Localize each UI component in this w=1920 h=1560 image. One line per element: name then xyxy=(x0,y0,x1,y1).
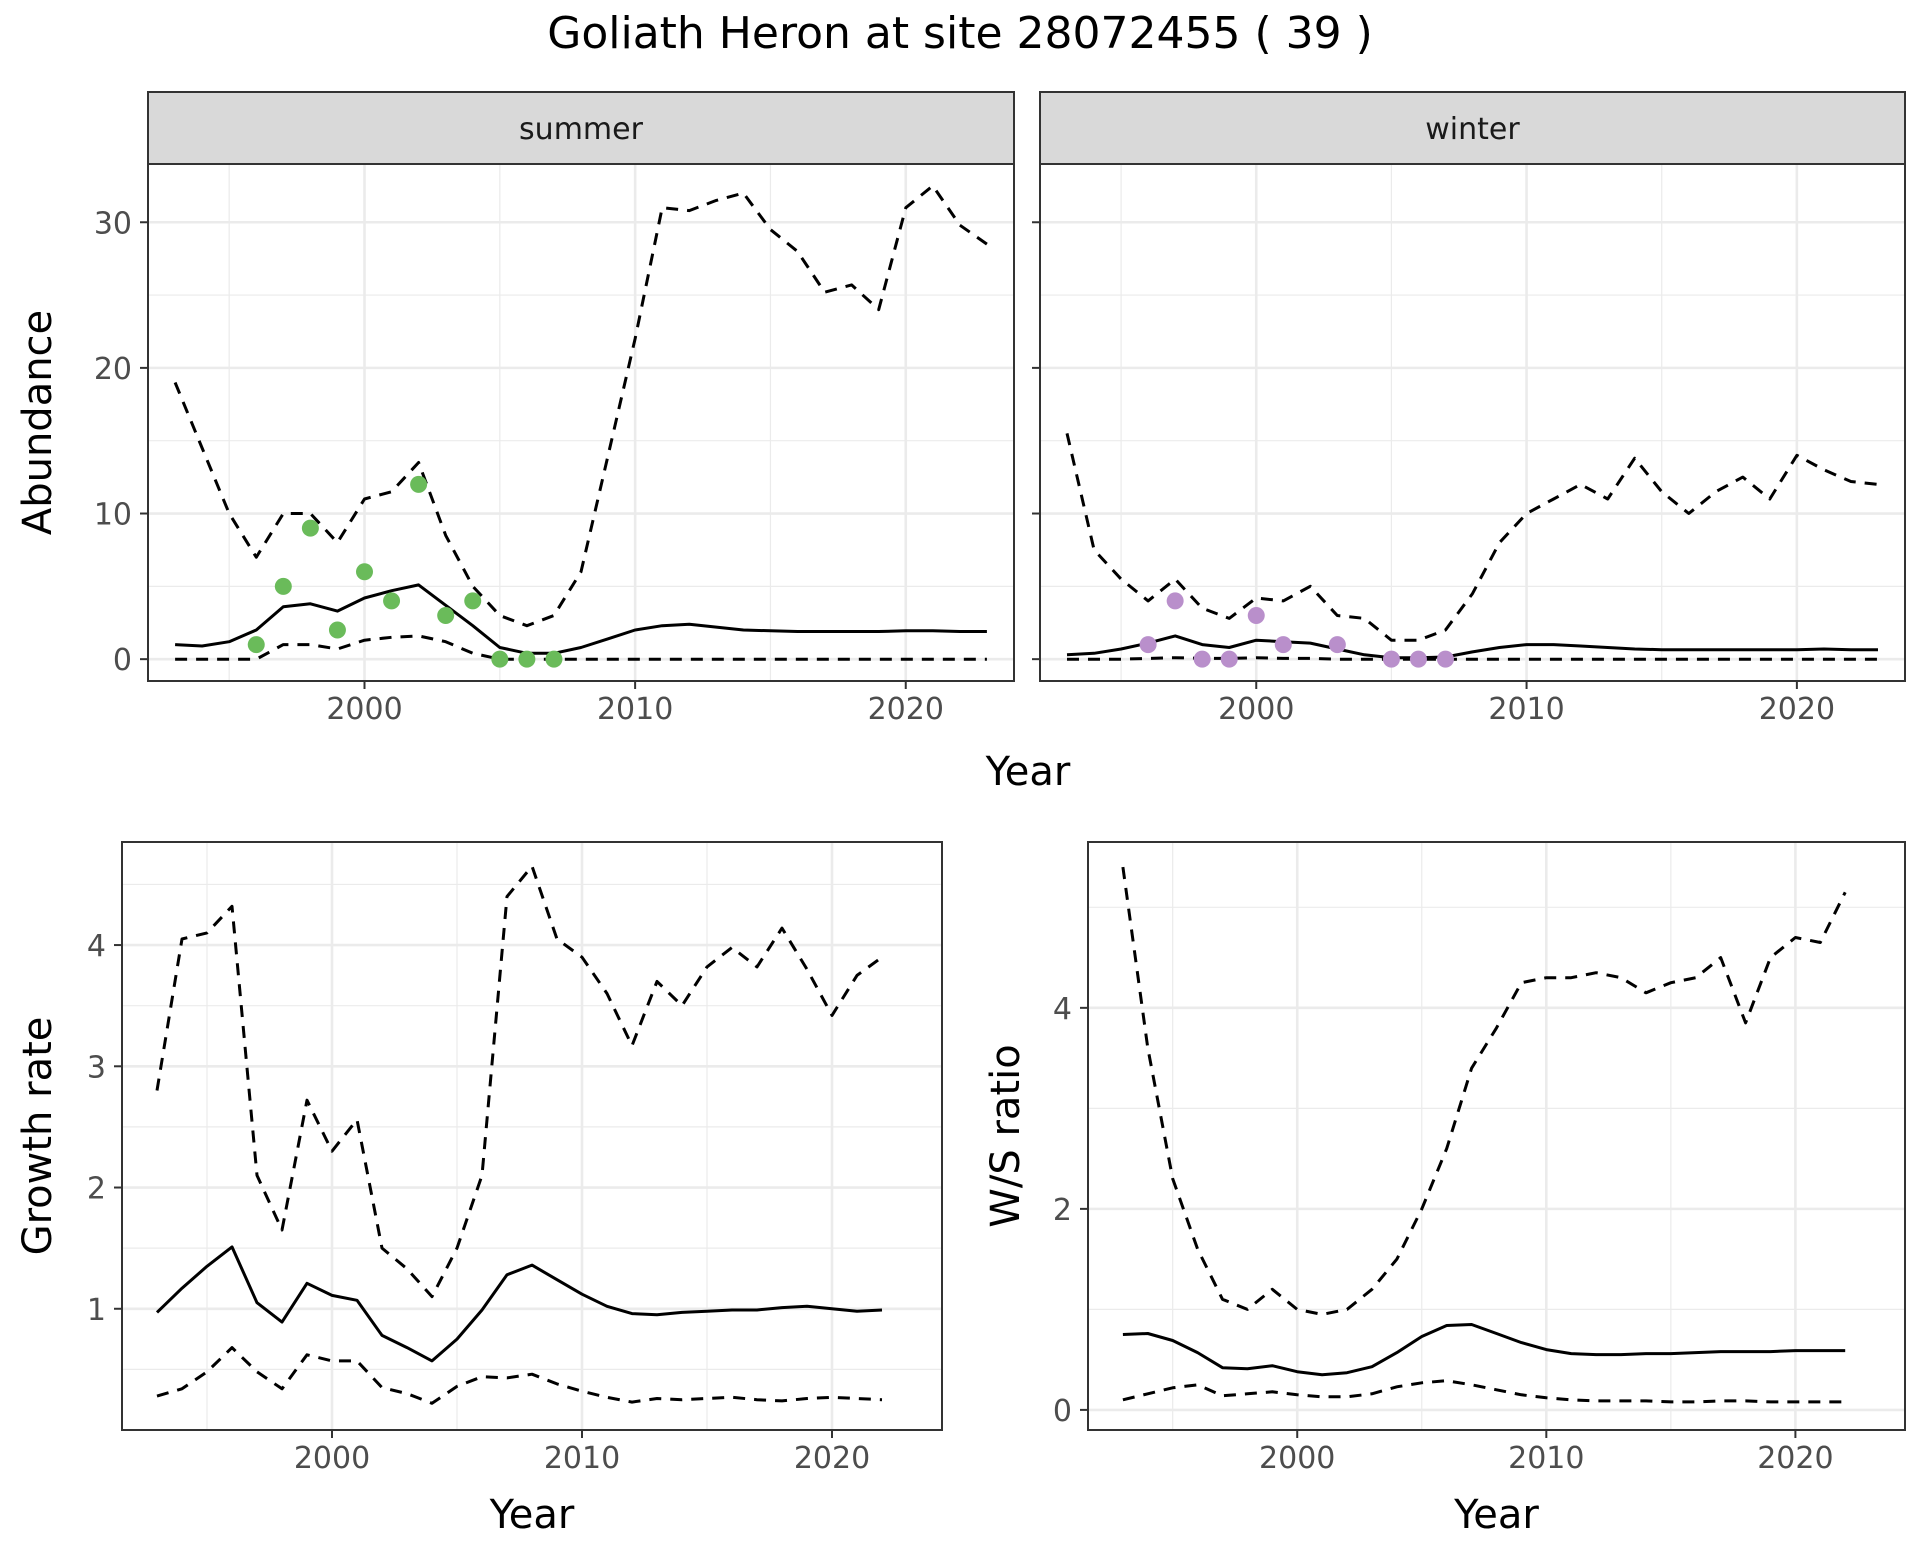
series-line-dashed-1 xyxy=(1121,866,1847,1316)
y-tick-label: 10 xyxy=(94,498,132,533)
facet-strip xyxy=(147,91,1015,165)
y-tick-label: 30 xyxy=(94,206,132,241)
data-point xyxy=(518,650,536,668)
data-point xyxy=(437,606,455,624)
x-tick-label: 2020 xyxy=(794,1441,870,1476)
data-point xyxy=(545,650,563,668)
x-tick-label: 2000 xyxy=(326,692,402,727)
series-line-solid-0 xyxy=(1066,634,1878,660)
panel-border xyxy=(121,841,943,1431)
series-line-dashed-2 xyxy=(1122,1379,1846,1404)
panel-summer: summer 2000 2010 2020 0 10 20 30 Abundance xyxy=(15,91,1015,727)
data-point xyxy=(247,636,265,654)
panel-background xyxy=(1088,842,1905,1430)
series-line-solid-0 xyxy=(175,583,987,655)
facet-strip xyxy=(1039,91,1906,165)
data-point xyxy=(1409,650,1427,668)
data-point xyxy=(464,592,482,610)
y-axis-label: W/S ratio xyxy=(983,1044,1029,1227)
x-tick-label: 2010 xyxy=(1488,692,1564,727)
data-point xyxy=(383,592,401,610)
data-point xyxy=(1247,606,1265,624)
series-line-dashed-1 xyxy=(155,864,883,1299)
panel-ws-ratio: 2000 2010 2020 0 2 4 Year W/S ratio xyxy=(983,841,1906,1538)
y-tick-label: 2 xyxy=(87,1172,106,1207)
x-tick-label: 2020 xyxy=(868,692,944,727)
y-tick-label: 4 xyxy=(87,929,106,964)
y-tick-label: 0 xyxy=(1053,1394,1072,1429)
data-point xyxy=(356,563,373,581)
y-tick-label: 20 xyxy=(94,352,132,387)
x-tick-label: 2000 xyxy=(1218,692,1294,727)
y-axis-label: Growth rate xyxy=(15,1017,61,1256)
x-axis-label: Year xyxy=(489,1492,575,1538)
data-point xyxy=(274,577,292,595)
chart-title: Goliath Heron at site 28072455 ( 39 ) xyxy=(547,8,1373,59)
y-axis-label: Abundance xyxy=(15,310,61,535)
x-tick-label: 2010 xyxy=(597,692,673,727)
data-point xyxy=(1193,650,1211,668)
facet-strip-label: summer xyxy=(519,112,644,147)
data-point xyxy=(1436,650,1454,668)
panel-border xyxy=(1087,841,1906,1431)
y-tick-label: 2 xyxy=(1053,1193,1072,1228)
series-line-dashed-1 xyxy=(1065,433,1879,642)
x-axis-label: Year xyxy=(1453,1492,1539,1538)
x-tick-label: 2020 xyxy=(1757,1441,1833,1476)
x-tick-label: 2000 xyxy=(1259,1441,1335,1476)
series-line-dashed-1 xyxy=(173,184,988,628)
y-tick-label: 4 xyxy=(1053,992,1072,1027)
panel-background xyxy=(122,842,942,1430)
panel-winter: winter 2000 2010 2020 xyxy=(1032,91,1906,727)
series-line-solid-0 xyxy=(1122,1323,1846,1377)
data-point xyxy=(1139,636,1157,654)
top-x-axis-label: Year xyxy=(985,749,1071,795)
data-point xyxy=(1274,636,1292,654)
series-line-dashed-2 xyxy=(156,1346,883,1405)
data-point xyxy=(328,621,346,639)
panel-background xyxy=(148,164,1014,681)
series-line-solid-0 xyxy=(155,1245,883,1363)
data-point xyxy=(491,650,509,668)
facet-strip-label: winter xyxy=(1425,112,1520,147)
x-tick-label: 2010 xyxy=(1508,1441,1584,1476)
x-tick-label: 2000 xyxy=(294,1441,370,1476)
data-point xyxy=(1166,592,1184,610)
data-point xyxy=(410,475,428,493)
y-tick-label: 1 xyxy=(87,1293,106,1328)
data-point xyxy=(1382,650,1400,668)
panel-growth-rate: 2000 2010 2020 1 2 3 4 Year Growth rate xyxy=(15,841,943,1538)
data-point xyxy=(1220,650,1238,668)
y-tick-label: 0 xyxy=(113,643,132,678)
data-point xyxy=(301,519,319,537)
x-tick-label: 2010 xyxy=(544,1441,620,1476)
x-tick-label: 2020 xyxy=(1759,692,1835,727)
y-tick-label: 3 xyxy=(87,1050,106,1085)
data-point xyxy=(1328,636,1346,654)
